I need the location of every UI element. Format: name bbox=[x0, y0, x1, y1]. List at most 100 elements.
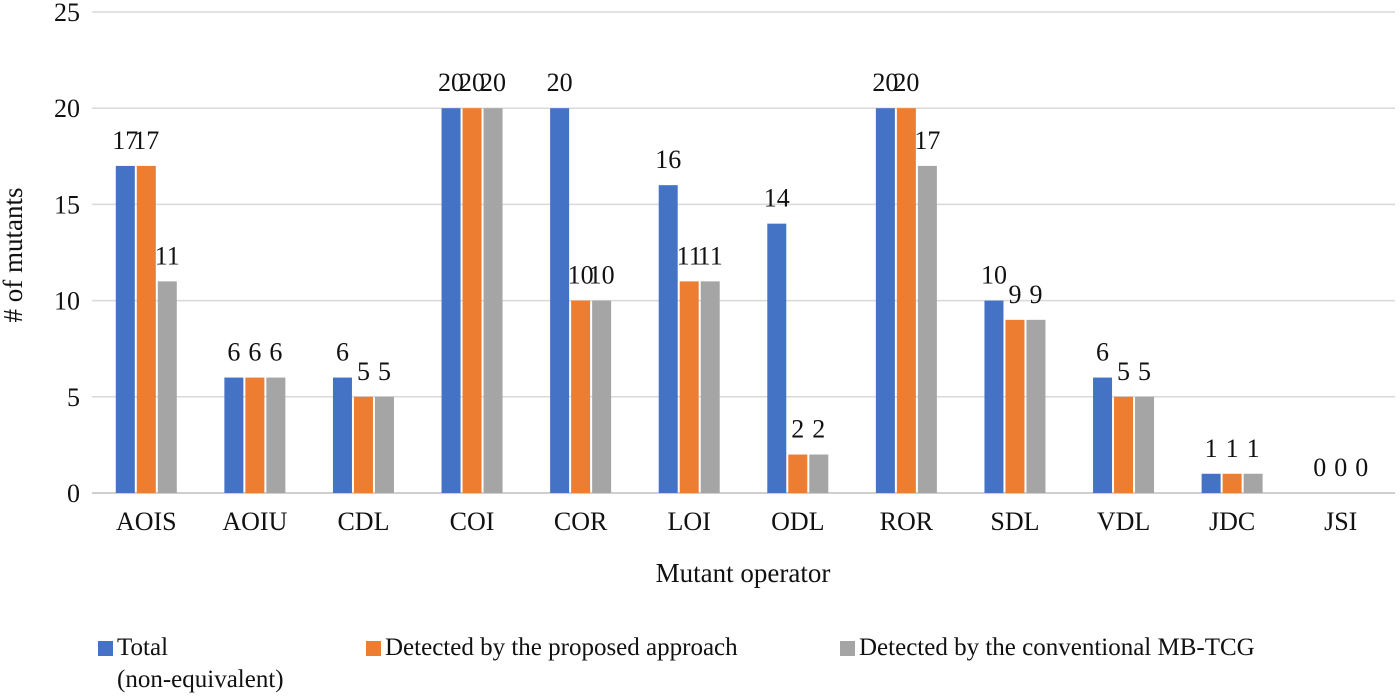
y-tick-label: 0 bbox=[67, 479, 80, 508]
legend-swatch-proposed bbox=[366, 641, 381, 656]
data-label: 20 bbox=[872, 68, 898, 97]
y-tick-label: 25 bbox=[54, 0, 80, 27]
bar-cdl-series-1 bbox=[332, 377, 352, 493]
bar-cdl-series-3 bbox=[374, 396, 394, 493]
legend-item-conventional: Detected by the conventional MB-TCG bbox=[840, 632, 1255, 664]
bar-jdc-series-3 bbox=[1243, 473, 1263, 493]
bar-aoiu-series-3 bbox=[266, 377, 286, 493]
data-label: 11 bbox=[155, 241, 180, 270]
legend-item-proposed: Detected by the proposed approach bbox=[366, 632, 738, 664]
legend-item-total: Total (non-equivalent) bbox=[98, 632, 284, 696]
bar-vdl-series-2 bbox=[1114, 396, 1134, 493]
data-label: 20 bbox=[438, 68, 464, 97]
x-axis-title: Mutant operator bbox=[656, 558, 831, 588]
bar-coi-series-3 bbox=[483, 108, 503, 493]
y-tick-label: 20 bbox=[54, 94, 80, 123]
y-axis-title: # of mutants bbox=[0, 188, 28, 323]
data-label: 17 bbox=[914, 126, 940, 155]
bar-coi-series-1 bbox=[441, 108, 461, 493]
bar-sdl-series-2 bbox=[1005, 319, 1025, 493]
bar-ror-series-3 bbox=[917, 165, 937, 494]
bar-aois-series-1 bbox=[115, 165, 135, 494]
bar-vdl-series-3 bbox=[1135, 396, 1155, 493]
data-label: 0 bbox=[1313, 453, 1326, 482]
data-label: 10 bbox=[568, 261, 594, 290]
data-label: 2 bbox=[812, 415, 825, 444]
data-label: 6 bbox=[248, 338, 261, 367]
data-label: 6 bbox=[227, 338, 240, 367]
bar-cor-series-3 bbox=[592, 300, 612, 493]
data-label: 5 bbox=[1138, 357, 1151, 386]
bar-aoiu-series-1 bbox=[224, 377, 244, 493]
data-label: 11 bbox=[698, 241, 723, 270]
data-label: 11 bbox=[677, 241, 702, 270]
bar-aoiu-series-2 bbox=[245, 377, 265, 493]
data-label: 14 bbox=[764, 184, 790, 213]
legend-swatch-conventional bbox=[840, 641, 855, 656]
legend-label-proposed: Detected by the proposed approach bbox=[385, 634, 738, 661]
bar-aois-series-2 bbox=[136, 165, 156, 494]
data-label: 20 bbox=[893, 68, 919, 97]
bar-cor-series-1 bbox=[550, 108, 570, 493]
data-label: 16 bbox=[655, 145, 681, 174]
x-tick-label: COI bbox=[450, 507, 495, 536]
data-label: 6 bbox=[269, 338, 282, 367]
bar-ror-series-2 bbox=[896, 108, 916, 493]
data-label: 2 bbox=[791, 415, 804, 444]
data-label: 1 bbox=[1247, 434, 1260, 463]
data-label: 5 bbox=[357, 357, 370, 386]
data-label: 1 bbox=[1226, 434, 1239, 463]
bar-odl-series-3 bbox=[809, 454, 829, 493]
x-tick-label: AOIS bbox=[116, 507, 177, 536]
x-tick-label: JDC bbox=[1209, 507, 1255, 536]
data-label: 9 bbox=[1008, 280, 1021, 309]
bar-jdc-series-1 bbox=[1201, 473, 1221, 493]
data-label: 6 bbox=[336, 338, 349, 367]
data-label: 20 bbox=[480, 68, 506, 97]
bar-coi-series-2 bbox=[462, 108, 482, 493]
x-tick-label: ODL bbox=[771, 507, 824, 536]
data-label: 9 bbox=[1029, 280, 1042, 309]
x-tick-label: AOIU bbox=[222, 507, 287, 536]
bar-odl-series-1 bbox=[767, 223, 787, 493]
bar-odl-series-2 bbox=[788, 454, 808, 493]
x-tick-label: ROR bbox=[880, 507, 934, 536]
data-label: 5 bbox=[378, 357, 391, 386]
bar-cor-series-2 bbox=[571, 300, 591, 493]
bar-cdl-series-2 bbox=[353, 396, 373, 493]
gridlines bbox=[92, 11, 1395, 494]
bar-loi-series-2 bbox=[679, 281, 699, 493]
x-tick-label: LOI bbox=[668, 507, 711, 536]
data-label: 10 bbox=[589, 261, 615, 290]
bar-jdc-series-2 bbox=[1222, 473, 1242, 493]
x-tick-label: VDL bbox=[1097, 507, 1150, 536]
legend-label-conventional: Detected by the conventional MB-TCG bbox=[859, 634, 1255, 661]
bar-sdl-series-1 bbox=[984, 300, 1004, 493]
data-label: 17 bbox=[133, 126, 159, 155]
x-tick-label: CDL bbox=[337, 507, 389, 536]
x-tick-label: COR bbox=[554, 507, 608, 536]
x-tick-label: JSI bbox=[1324, 507, 1357, 536]
y-tick-label: 10 bbox=[54, 287, 80, 316]
bars bbox=[115, 108, 1263, 494]
data-label: 0 bbox=[1334, 453, 1347, 482]
legend: Total (non-equivalent) Detected by the p… bbox=[98, 632, 1388, 700]
legend-swatch-total bbox=[98, 641, 113, 656]
y-tick-label: 5 bbox=[67, 383, 80, 412]
bar-sdl-series-3 bbox=[1026, 319, 1046, 493]
bar-vdl-series-1 bbox=[1093, 377, 1113, 493]
data-label: 20 bbox=[547, 68, 573, 97]
data-label: 17 bbox=[112, 126, 138, 155]
bar-loi-series-1 bbox=[658, 185, 678, 493]
legend-label-total: Total (non-equivalent) bbox=[117, 634, 284, 693]
data-label: 20 bbox=[459, 68, 485, 97]
data-label: 1 bbox=[1205, 434, 1218, 463]
bar-aois-series-3 bbox=[157, 281, 177, 493]
y-tick-label: 15 bbox=[54, 190, 80, 219]
data-label: 5 bbox=[1117, 357, 1130, 386]
data-label: 10 bbox=[981, 261, 1007, 290]
bar-loi-series-3 bbox=[700, 281, 720, 493]
